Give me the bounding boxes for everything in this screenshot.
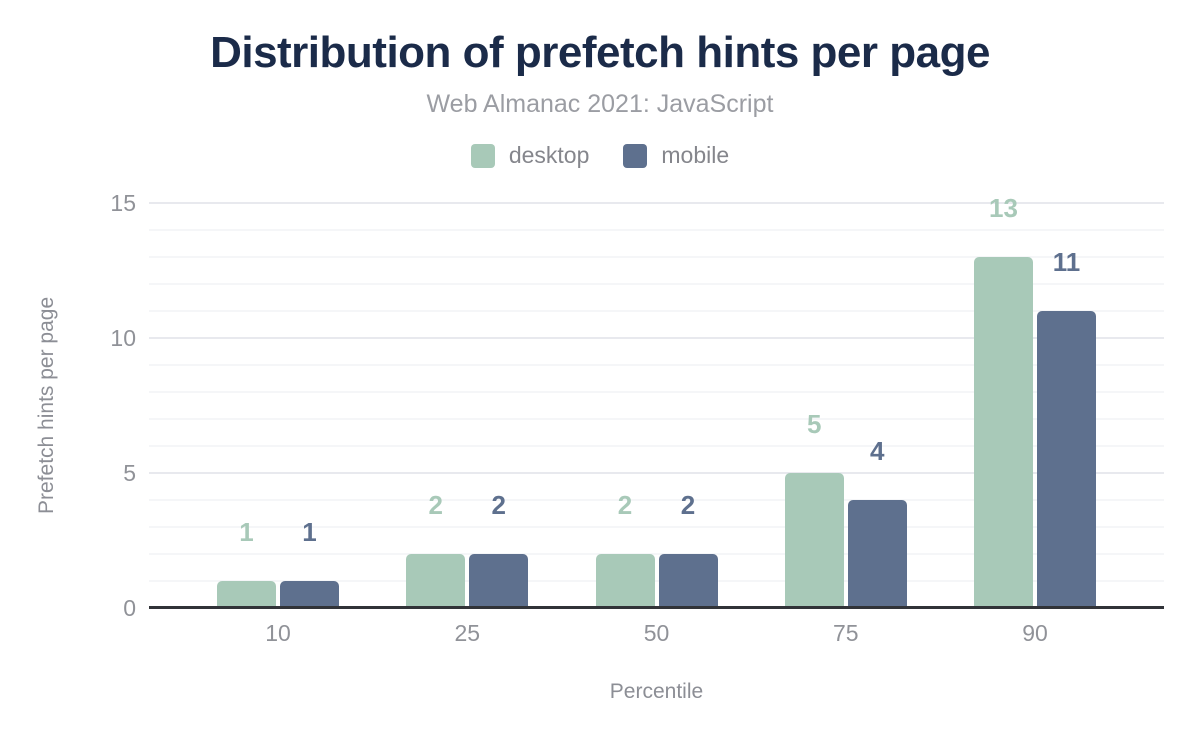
x-axis-title: Percentile [609, 680, 704, 703]
gridline-minor [149, 310, 1164, 312]
gridline-minor [149, 229, 1164, 231]
value-label-desktop-p50: 2 [617, 490, 633, 520]
gridline-major [149, 202, 1164, 204]
y-axis-title: Prefetch hints per page [35, 296, 58, 515]
legend-item-mobile: mobile [623, 142, 729, 169]
legend-item-desktop: desktop [470, 142, 590, 169]
y-axis-tick-label-15: 15 [110, 190, 136, 216]
legend-swatch-desktop-icon [470, 143, 495, 168]
value-label-desktop-p75: 5 [807, 409, 822, 439]
y-axis-tick-label-0: 0 [123, 595, 136, 621]
value-label-mobile-p10: 1 [302, 517, 317, 547]
value-label-desktop-p90: 13 [989, 193, 1018, 223]
legend-swatch-mobile-icon [623, 143, 648, 168]
gridline-minor [149, 445, 1164, 447]
gridline-major [149, 337, 1164, 339]
bar-mobile-p90 [1037, 311, 1096, 608]
legend: desktop mobile [0, 142, 1200, 169]
y-axis-tick-label-10: 10 [110, 325, 136, 351]
x-axis-tick-label-25: 25 [454, 620, 481, 646]
bar-mobile-p10 [280, 581, 339, 608]
gridline-minor [149, 526, 1164, 528]
x-axis-tick-label-90: 90 [1022, 620, 1048, 646]
gridline-minor [149, 256, 1164, 258]
bar-desktop-p50 [595, 554, 655, 608]
x-axis-tick-label-75: 75 [832, 620, 859, 646]
gridline-major [149, 472, 1164, 474]
gridline-minor [149, 418, 1164, 420]
value-label-desktop-p10: 1 [239, 517, 254, 547]
plot-area: 0 5 10 15 1 1 10 2 2 25 2 2 50 5 4 75 13 11 90 [110, 190, 1164, 646]
value-label-mobile-p25: 2 [491, 490, 506, 520]
gridline-minor [149, 580, 1164, 582]
gridline-minor [149, 553, 1164, 555]
gridline-minor [149, 364, 1164, 366]
value-label-mobile-p90: 11 [1052, 247, 1081, 277]
value-label-mobile-p50: 2 [680, 490, 696, 520]
value-label-desktop-p25: 2 [428, 490, 443, 520]
y-axis-tick-label-5: 5 [123, 460, 136, 486]
gridline-minor [149, 499, 1164, 501]
chart-subtitle: Web Almanac 2021: JavaScript [426, 90, 774, 118]
x-axis-tick-label-10: 10 [265, 620, 291, 646]
value-label-mobile-p75: 4 [870, 436, 885, 466]
x-axis-tick-label-50: 50 [643, 620, 670, 646]
bar-desktop-p10 [217, 581, 276, 608]
gridline-minor [149, 283, 1164, 285]
bar-mobile-p25 [469, 554, 529, 608]
legend-label-mobile: mobile [661, 142, 730, 168]
bar-mobile-p50 [658, 554, 718, 608]
bar-desktop-p90 [974, 257, 1033, 608]
bar-desktop-p75 [784, 473, 844, 608]
bar-desktop-p25 [406, 554, 466, 608]
x-axis-line [149, 606, 1164, 609]
chart-title: Distribution of prefetch hints per page [210, 28, 990, 77]
legend-label-desktop: desktop [508, 142, 590, 168]
gridline-minor [149, 391, 1164, 393]
bar-mobile-p75 [847, 500, 907, 608]
